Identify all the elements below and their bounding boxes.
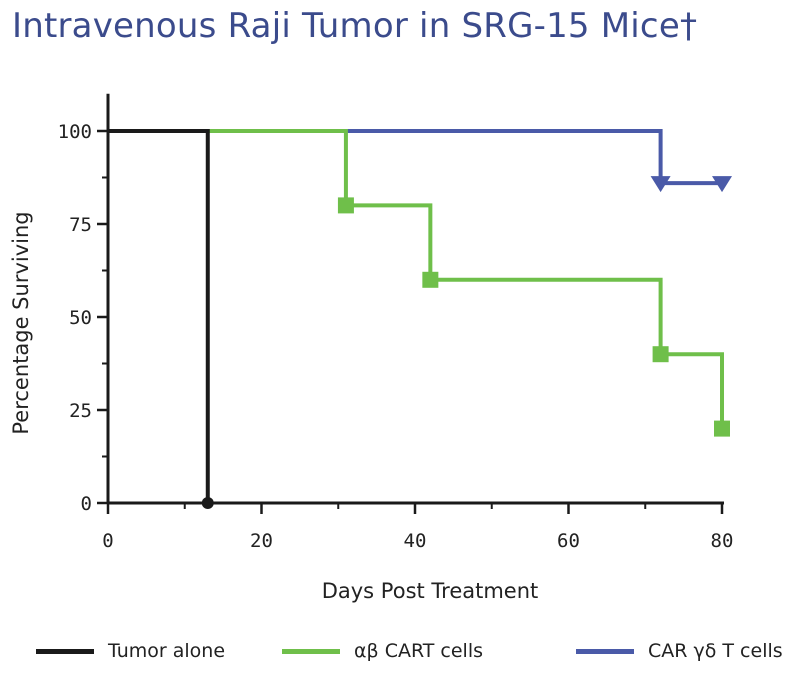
legend-swatch-car-gd xyxy=(576,648,634,654)
legend-label-ab-cart: αβ CART cells xyxy=(354,640,484,662)
x-tick-label-20: 20 xyxy=(250,530,273,552)
series-1-marker-2 xyxy=(652,346,669,363)
chart-title: Intravenous Raji Tumor in SRG-15 Mice† xyxy=(12,6,698,46)
legend-item-ab-cart: αβ CART cells xyxy=(282,640,483,662)
series-1-marker-1 xyxy=(422,271,439,288)
legend-item-car-gd: CAR γδ T cells xyxy=(576,640,783,662)
series-2-marker-1 xyxy=(712,176,732,193)
x-tick-label-40: 40 xyxy=(404,530,427,552)
y-axis-title: Percentage Surviving xyxy=(9,211,33,434)
survival-plot: 0 25 50 75 100 0 20 40 60 80 Days Post Treatment Pe… xyxy=(9,93,734,603)
series-line-2 xyxy=(108,129,722,186)
y-tick-label-0: 0 xyxy=(81,493,92,515)
legend-label-car-gd: CAR γδ T cells xyxy=(648,640,783,662)
y-tick-label-75: 75 xyxy=(69,214,92,236)
series-line-0 xyxy=(108,129,210,503)
legend-swatch-ab-cart xyxy=(282,648,340,654)
x-tick-label-0: 0 xyxy=(102,530,113,552)
series-0-marker-0 xyxy=(201,497,214,509)
series-1-marker-0 xyxy=(337,197,354,214)
x-tick-label-60: 60 xyxy=(557,530,580,552)
legend-swatch-tumor-alone xyxy=(36,648,94,654)
y-tick-label-100: 100 xyxy=(58,121,92,143)
x-tick-label-80: 80 xyxy=(711,530,734,552)
legend-label-tumor-alone: Tumor alone xyxy=(108,640,226,662)
series-1-marker-3 xyxy=(714,420,730,437)
x-axis-title: Days Post Treatment xyxy=(322,579,539,603)
legend-item-tumor-alone: Tumor alone xyxy=(36,640,225,662)
y-tick-label-50: 50 xyxy=(69,307,92,329)
y-tick-label-25: 25 xyxy=(69,400,92,422)
series-line-1 xyxy=(108,129,724,429)
legend: Tumor alone αβ CART cells CAR γδ T cells xyxy=(0,634,808,674)
series-2-marker-0 xyxy=(650,176,671,193)
